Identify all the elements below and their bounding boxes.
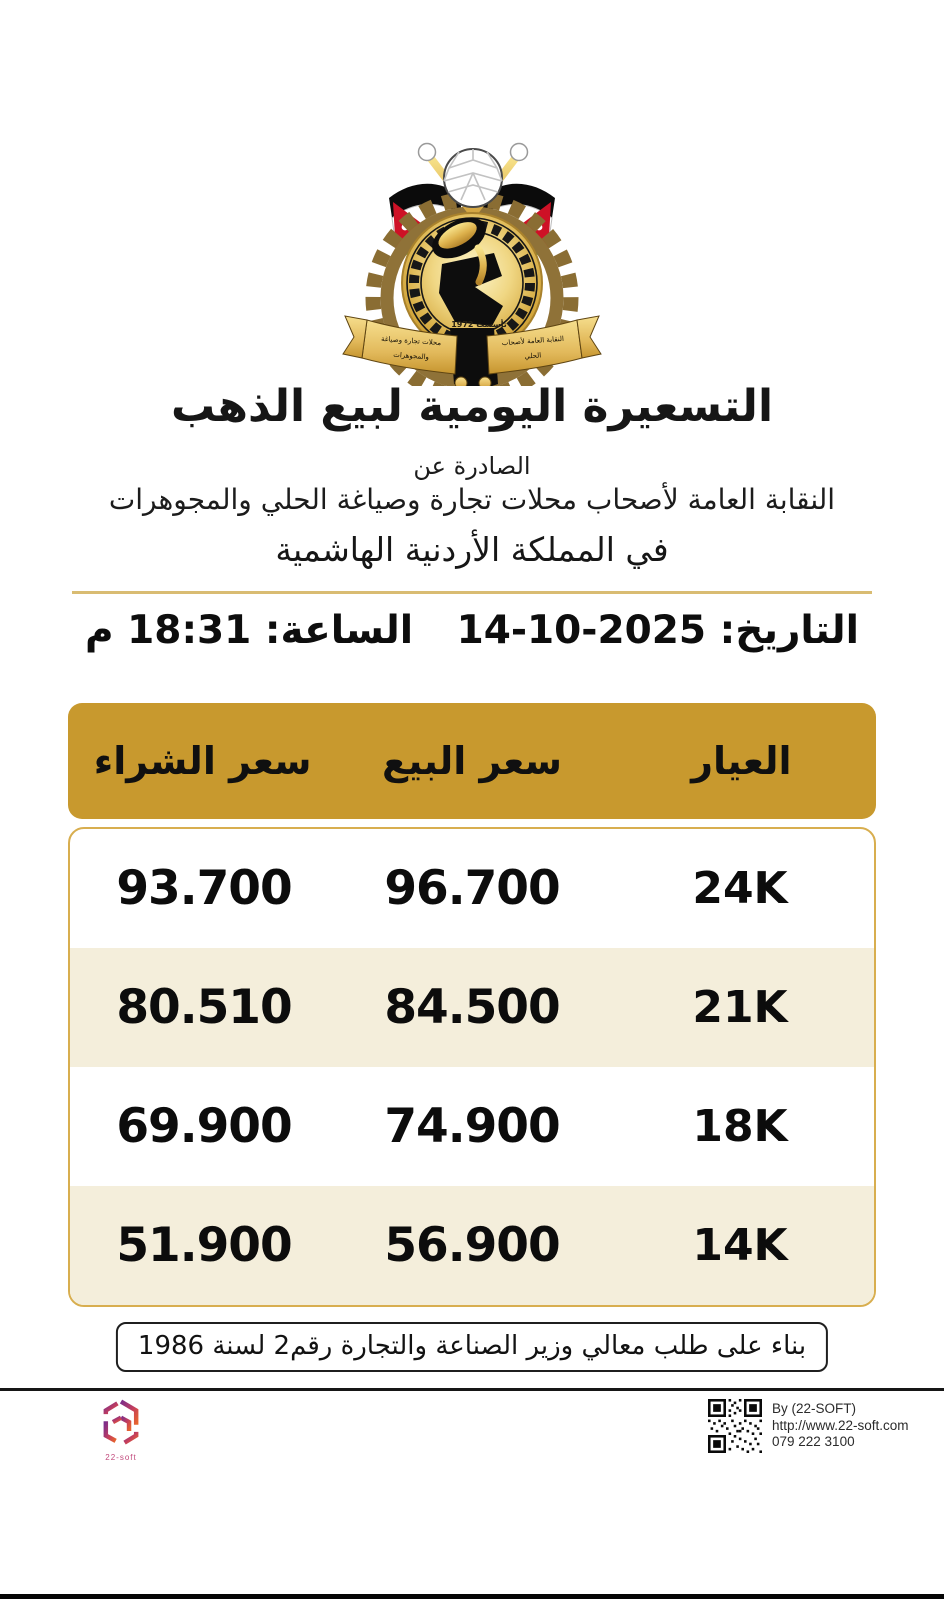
time-label: الساعة: [264,608,414,653]
ministerial-note: بناء على طلب معالي وزير الصناعة والتجارة… [115,1322,829,1372]
price-table-body: 24K 96.700 93.700 21K 84.500 80.510 18K … [68,827,876,1307]
table-row: 14K 56.900 51.900 [70,1186,874,1305]
page-title: التسعيرة اليومية لبيع الذهب [170,381,774,432]
buy-price-cell: 69.900 [116,1099,292,1154]
table-row: 18K 74.900 69.900 [70,1067,874,1186]
price-table-header: العيار سعر البيع سعر الشراء [68,703,876,819]
date-value: 14-10-2025 [456,608,707,653]
credit-by: By (22-SOFT) [772,1401,857,1416]
qr-code [708,1399,762,1457]
crucible-icon [432,217,486,259]
diamond-sphere-icon [443,148,503,208]
syndicate-emblem-icon: تأسست 1972 النقابة العامة لأصحاب الحلي م… [342,142,602,405]
ribbon-banner-icon: النقابة العامة لأصحاب الحلي محلات تجارة … [342,315,602,392]
time-period: م [85,608,114,653]
sell-price-cell: 56.900 [384,1218,560,1273]
karat-cell: 18K [692,1101,788,1152]
footer-divider [0,1388,944,1391]
date-field: التاريخ: 14-10-2025 [457,608,859,653]
kingdom-name: في المملكة الأردنية الهاشمية [275,530,669,569]
table-row: 24K 96.700 93.700 [70,829,874,948]
karat-cell: 14K [692,1220,788,1271]
soft-logo-caption: 22-soft [105,1453,137,1462]
qr-code-icon [708,1399,762,1453]
developer-credits: By (22-SOFT) http://www.22-soft.com 079 … [772,1401,909,1451]
sell-price-column-header: سعر البيع [382,739,562,783]
sell-price-cell: 96.700 [384,861,560,916]
syndicate-emblem: تأسست 1972 النقابة العامة لأصحاب الحلي م… [341,136,603,405]
buy-price-cell: 51.900 [116,1218,292,1273]
credit-phone: 079 222 3100 [772,1434,855,1449]
gold-pour-icon [474,244,487,286]
issued-by-label: الصادرة عن [413,452,531,480]
datetime-row: التاريخ: 14-10-2025 الساعة: 18:31 م [0,608,944,653]
syndicate-name: النقابة العامة لأصحاب محلات تجارة وصياغة… [108,483,836,516]
karat-cell: 21K [692,982,788,1033]
time-value: 18:31 [127,608,252,653]
soft-company-logo: 22-soft [86,1398,156,1462]
ribbon-right-text-line1: النقابة العامة لأصحاب [501,334,564,347]
time-field: الساعة: 18:31 م [85,608,413,653]
table-row: 21K 84.500 80.510 [70,948,874,1067]
karat-column-header: العيار [691,739,792,783]
buy-price-cell: 93.700 [116,861,292,916]
bottom-border [0,1594,944,1599]
buy-price-column-header: سعر الشراء [93,739,312,783]
sell-price-cell: 74.900 [384,1099,560,1154]
ribbon-right-text-line2: الحلي [524,351,541,360]
sell-price-cell: 84.500 [384,980,560,1035]
ribbon-left-text-line2: والمجوهرات [393,351,429,361]
date-label: التاريخ: [719,608,859,653]
credit-url: http://www.22-soft.com [772,1417,909,1433]
established-year-label: تأسست 1972 [451,319,507,329]
cube-logo-icon [103,1399,139,1445]
gold-divider [72,591,872,594]
jordan-map-icon [439,253,503,326]
karat-cell: 24K [692,863,788,914]
buy-price-cell: 80.510 [116,980,292,1035]
